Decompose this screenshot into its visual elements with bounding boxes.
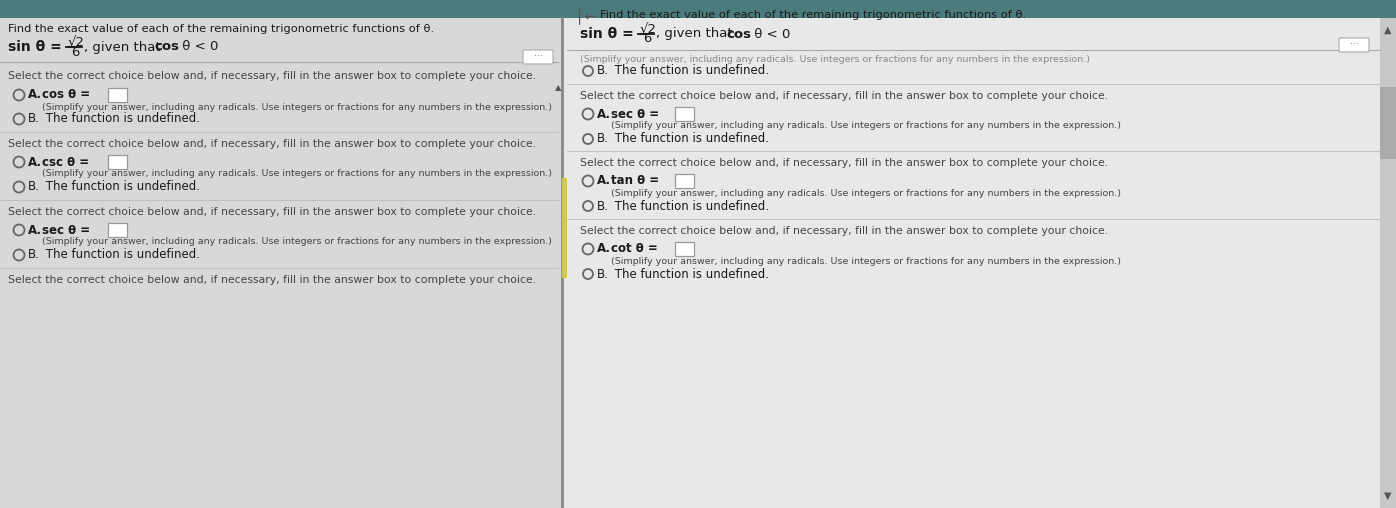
Text: A.: A. <box>28 224 42 237</box>
Text: ···: ··· <box>533 52 542 61</box>
Text: B.: B. <box>597 268 609 280</box>
Text: Select the correct choice below and, if necessary, fill in the answer box to com: Select the correct choice below and, if … <box>8 207 536 217</box>
Text: tan θ =: tan θ = <box>611 175 659 187</box>
Text: B.: B. <box>597 200 609 212</box>
Text: cot θ =: cot θ = <box>611 242 658 256</box>
Text: The function is undefined.: The function is undefined. <box>42 248 200 262</box>
FancyBboxPatch shape <box>676 107 694 121</box>
FancyBboxPatch shape <box>563 178 567 278</box>
Text: sin θ = −: sin θ = − <box>579 27 651 41</box>
FancyBboxPatch shape <box>0 18 563 508</box>
Text: B.: B. <box>597 65 609 78</box>
Text: The function is undefined.: The function is undefined. <box>42 180 200 194</box>
Text: , given that: , given that <box>84 41 165 53</box>
Text: ▼: ▼ <box>1385 491 1392 501</box>
Text: csc θ =: csc θ = <box>42 155 89 169</box>
Text: B.: B. <box>28 248 40 262</box>
Text: cos θ =: cos θ = <box>42 88 91 102</box>
Text: Select the correct choice below and, if necessary, fill in the answer box to com: Select the correct choice below and, if … <box>579 226 1108 236</box>
Text: B.: B. <box>28 180 40 194</box>
Text: B.: B. <box>597 133 609 145</box>
Text: Select the correct choice below and, if necessary, fill in the answer box to com: Select the correct choice below and, if … <box>579 91 1108 101</box>
Text: A.: A. <box>28 155 42 169</box>
FancyBboxPatch shape <box>524 50 553 64</box>
Text: (Simplify your answer, including any radicals. Use integers or fractions for any: (Simplify your answer, including any rad… <box>42 103 551 111</box>
FancyBboxPatch shape <box>676 242 694 256</box>
Text: sec θ =: sec θ = <box>611 108 659 120</box>
Text: (Simplify your answer, including any radicals. Use integers or fractions for any: (Simplify your answer, including any rad… <box>42 170 551 178</box>
Text: ▲: ▲ <box>1385 25 1392 35</box>
FancyBboxPatch shape <box>107 88 127 102</box>
Text: ···: ··· <box>1350 41 1358 49</box>
Text: , given that: , given that <box>656 27 737 41</box>
Text: │←: │← <box>575 6 597 24</box>
FancyBboxPatch shape <box>1381 87 1396 159</box>
Text: ▲: ▲ <box>554 83 561 92</box>
Text: Find the exact value of each of the remaining trigonometric functions of θ.: Find the exact value of each of the rema… <box>600 10 1026 20</box>
Text: (Simplify your answer, including any radicals. Use integers or fractions for any: (Simplify your answer, including any rad… <box>611 257 1121 266</box>
Text: (Simplify your answer, including any radicals. Use integers or fractions for any: (Simplify your answer, including any rad… <box>42 238 551 246</box>
Text: θ < 0: θ < 0 <box>750 27 790 41</box>
Text: A.: A. <box>597 242 611 256</box>
Text: Select the correct choice below and, if necessary, fill in the answer box to com: Select the correct choice below and, if … <box>8 139 536 149</box>
Text: (Simplify your answer, including any radicals. Use integers or fractions for any: (Simplify your answer, including any rad… <box>611 121 1121 131</box>
FancyBboxPatch shape <box>0 0 563 18</box>
FancyBboxPatch shape <box>1339 38 1369 52</box>
Text: The function is undefined.: The function is undefined. <box>611 65 769 78</box>
FancyBboxPatch shape <box>107 155 127 169</box>
Text: sec θ =: sec θ = <box>42 224 91 237</box>
FancyBboxPatch shape <box>107 223 127 237</box>
Text: The function is undefined.: The function is undefined. <box>42 112 200 125</box>
Text: √2: √2 <box>639 22 658 36</box>
Text: 6: 6 <box>644 33 652 46</box>
Text: The function is undefined.: The function is undefined. <box>611 133 769 145</box>
FancyBboxPatch shape <box>563 0 1396 508</box>
Text: Select the correct choice below and, if necessary, fill in the answer box to com: Select the correct choice below and, if … <box>8 71 536 81</box>
Text: 6: 6 <box>71 46 80 58</box>
FancyBboxPatch shape <box>563 0 1396 18</box>
FancyBboxPatch shape <box>1381 18 1396 508</box>
Text: The function is undefined.: The function is undefined. <box>611 268 769 280</box>
Text: √2: √2 <box>68 36 85 48</box>
Text: The function is undefined.: The function is undefined. <box>611 200 769 212</box>
Text: cos: cos <box>726 27 751 41</box>
Text: Find the exact value of each of the remaining trigonometric functions of θ.: Find the exact value of each of the rema… <box>8 24 434 34</box>
Text: Select the correct choice below and, if necessary, fill in the answer box to com: Select the correct choice below and, if … <box>8 275 536 285</box>
Text: A.: A. <box>597 175 611 187</box>
Text: A.: A. <box>597 108 611 120</box>
Text: cos: cos <box>154 41 179 53</box>
Text: Select the correct choice below and, if necessary, fill in the answer box to com: Select the correct choice below and, if … <box>579 158 1108 168</box>
Text: sin θ = −: sin θ = − <box>8 40 78 54</box>
Text: (Simplify your answer, including any radicals. Use integers or fractions for any: (Simplify your answer, including any rad… <box>579 54 1090 64</box>
Text: A.: A. <box>28 88 42 102</box>
Text: B.: B. <box>28 112 40 125</box>
Text: θ < 0: θ < 0 <box>179 41 218 53</box>
Text: (Simplify your answer, including any radicals. Use integers or fractions for any: (Simplify your answer, including any rad… <box>611 188 1121 198</box>
FancyBboxPatch shape <box>676 174 694 188</box>
